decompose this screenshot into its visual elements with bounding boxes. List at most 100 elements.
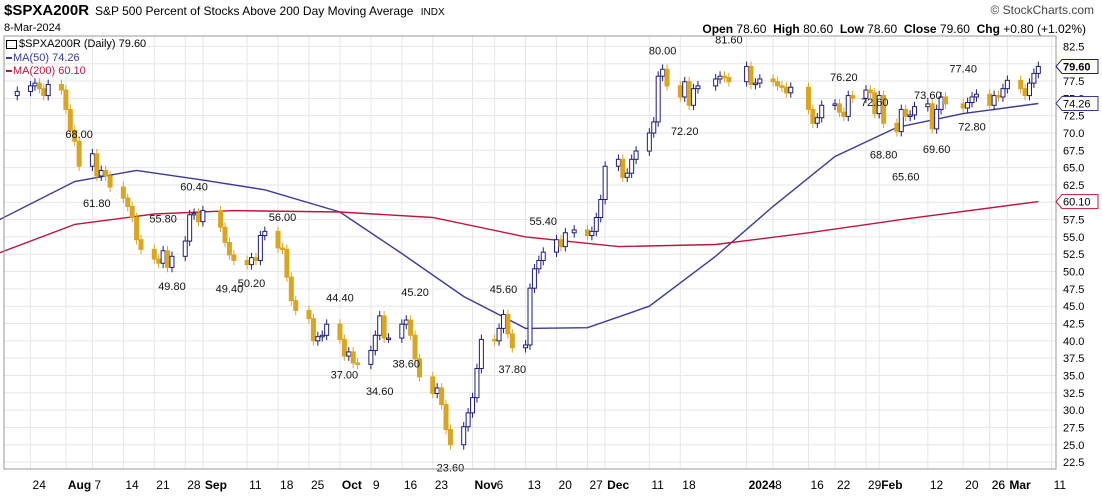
candle-body [536,259,542,270]
candle-body [182,240,188,257]
candle-body [726,77,732,83]
x-tick-label: 11 [1054,478,1067,492]
x-tick-label: 16 [404,478,418,492]
candle-body [94,153,100,177]
legend-ma50-line-icon [6,57,12,60]
legend-price: $SPXA200R (Daily) 79.60 [6,38,146,50]
candle-body [337,323,343,340]
price-marker-label: 74.26 [1063,98,1091,110]
candle-body [788,86,794,94]
legend-price-label: $SPXA200R (Daily) 79.60 [19,38,147,50]
candle-body [36,82,42,90]
candle-body [160,250,166,264]
x-tick-label: 26 [992,478,1006,492]
x-tick-label: Feb [881,478,902,492]
candle-body [531,268,537,289]
candle-body [151,248,157,260]
candle-body [713,78,719,87]
candle-body [664,68,670,87]
candle-body [465,412,471,428]
price-marker-label: 79.60 [1063,61,1091,73]
candle-body [187,214,193,242]
y-tick-label: 67.5 [1063,145,1084,157]
candle-body [571,229,577,234]
annotation-label: 34.60 [366,386,394,398]
candle-body [293,300,299,311]
x-tick-label: 9 [373,478,380,492]
x-tick-label: 22 [837,478,851,492]
candle-body [505,314,511,335]
candle-body [912,106,918,116]
x-tick-label: 8 [775,478,782,492]
credit-link[interactable]: © StockCharts.com [990,3,1094,17]
candle-body [386,337,392,341]
candle-body [315,336,321,342]
candle-body [107,175,113,188]
candle-body [987,93,993,106]
candle-body [805,86,811,110]
candle-body [496,327,502,342]
chart-date: 8-Mar-2024 [4,22,61,34]
candle-body [960,103,966,109]
exchange-label: INDX [420,7,445,18]
candle-body [14,90,20,97]
annotation-label: 61.80 [83,198,111,210]
candle-body [527,287,533,346]
candle-body [717,75,723,80]
annotation-label: 72.20 [671,126,699,138]
x-tick-label: 6 [497,478,504,492]
candle-body [721,75,727,79]
x-tick-label: Mar [1009,478,1031,492]
candle-body [461,426,467,446]
annotation-label: 44.40 [326,292,354,304]
moving-average-lines [0,102,1039,330]
candle-body [593,217,599,232]
candle-body [589,230,595,237]
candle-body [249,257,255,266]
axes: 82.580.077.575.072.570.067.565.062.560.0… [3,35,1099,492]
candle-body [523,344,529,349]
annotation-label: 45.60 [490,284,518,296]
open-label: Open [702,22,734,36]
annotation-label: 80.00 [649,46,677,58]
y-tick-label: 25.0 [1063,440,1084,452]
candle-body [434,387,440,394]
candle-body [350,351,356,364]
y-tick-label: 72.5 [1063,111,1084,123]
legend-ma200-label: MA(200) 60.10 [13,65,86,77]
annotation-label: 23.60 [437,462,465,474]
candle-body [903,108,909,117]
candle-body [324,323,330,336]
candle-body [341,338,347,357]
candle-body [447,429,453,446]
x-tick-label: 13 [528,478,542,492]
high-value: 80.60 [803,22,834,36]
candle-body [218,210,224,228]
y-tick-label: 62.5 [1063,180,1084,192]
x-tick-label: Dec [607,478,629,492]
x-tick-label: 2024 [749,478,776,492]
annotation-label: 81.60 [715,35,743,47]
candle-body [58,83,64,91]
candle-body [836,103,842,113]
annotation-label: 56.00 [269,212,297,224]
ohlc-summary: Open 78.60 High 80.60 Low 78.60 Close 79… [702,22,1086,36]
candle-body [615,158,621,167]
candle-body [377,315,383,336]
ma200-line [0,200,1039,254]
x-tick-label: 28 [187,478,201,492]
candle-body [346,351,352,357]
candle-body [1031,72,1037,84]
candle-body [942,96,948,105]
candle-body [478,338,484,370]
candle-body [744,65,750,83]
y-tick-label: 35.0 [1063,370,1084,382]
candle-body [262,230,268,237]
grid-lines [4,36,1056,469]
candle-body [558,239,564,248]
x-tick-label: 14 [125,478,139,492]
annotation-label: 55.40 [529,216,557,228]
annotation-label: 69.60 [923,144,951,156]
